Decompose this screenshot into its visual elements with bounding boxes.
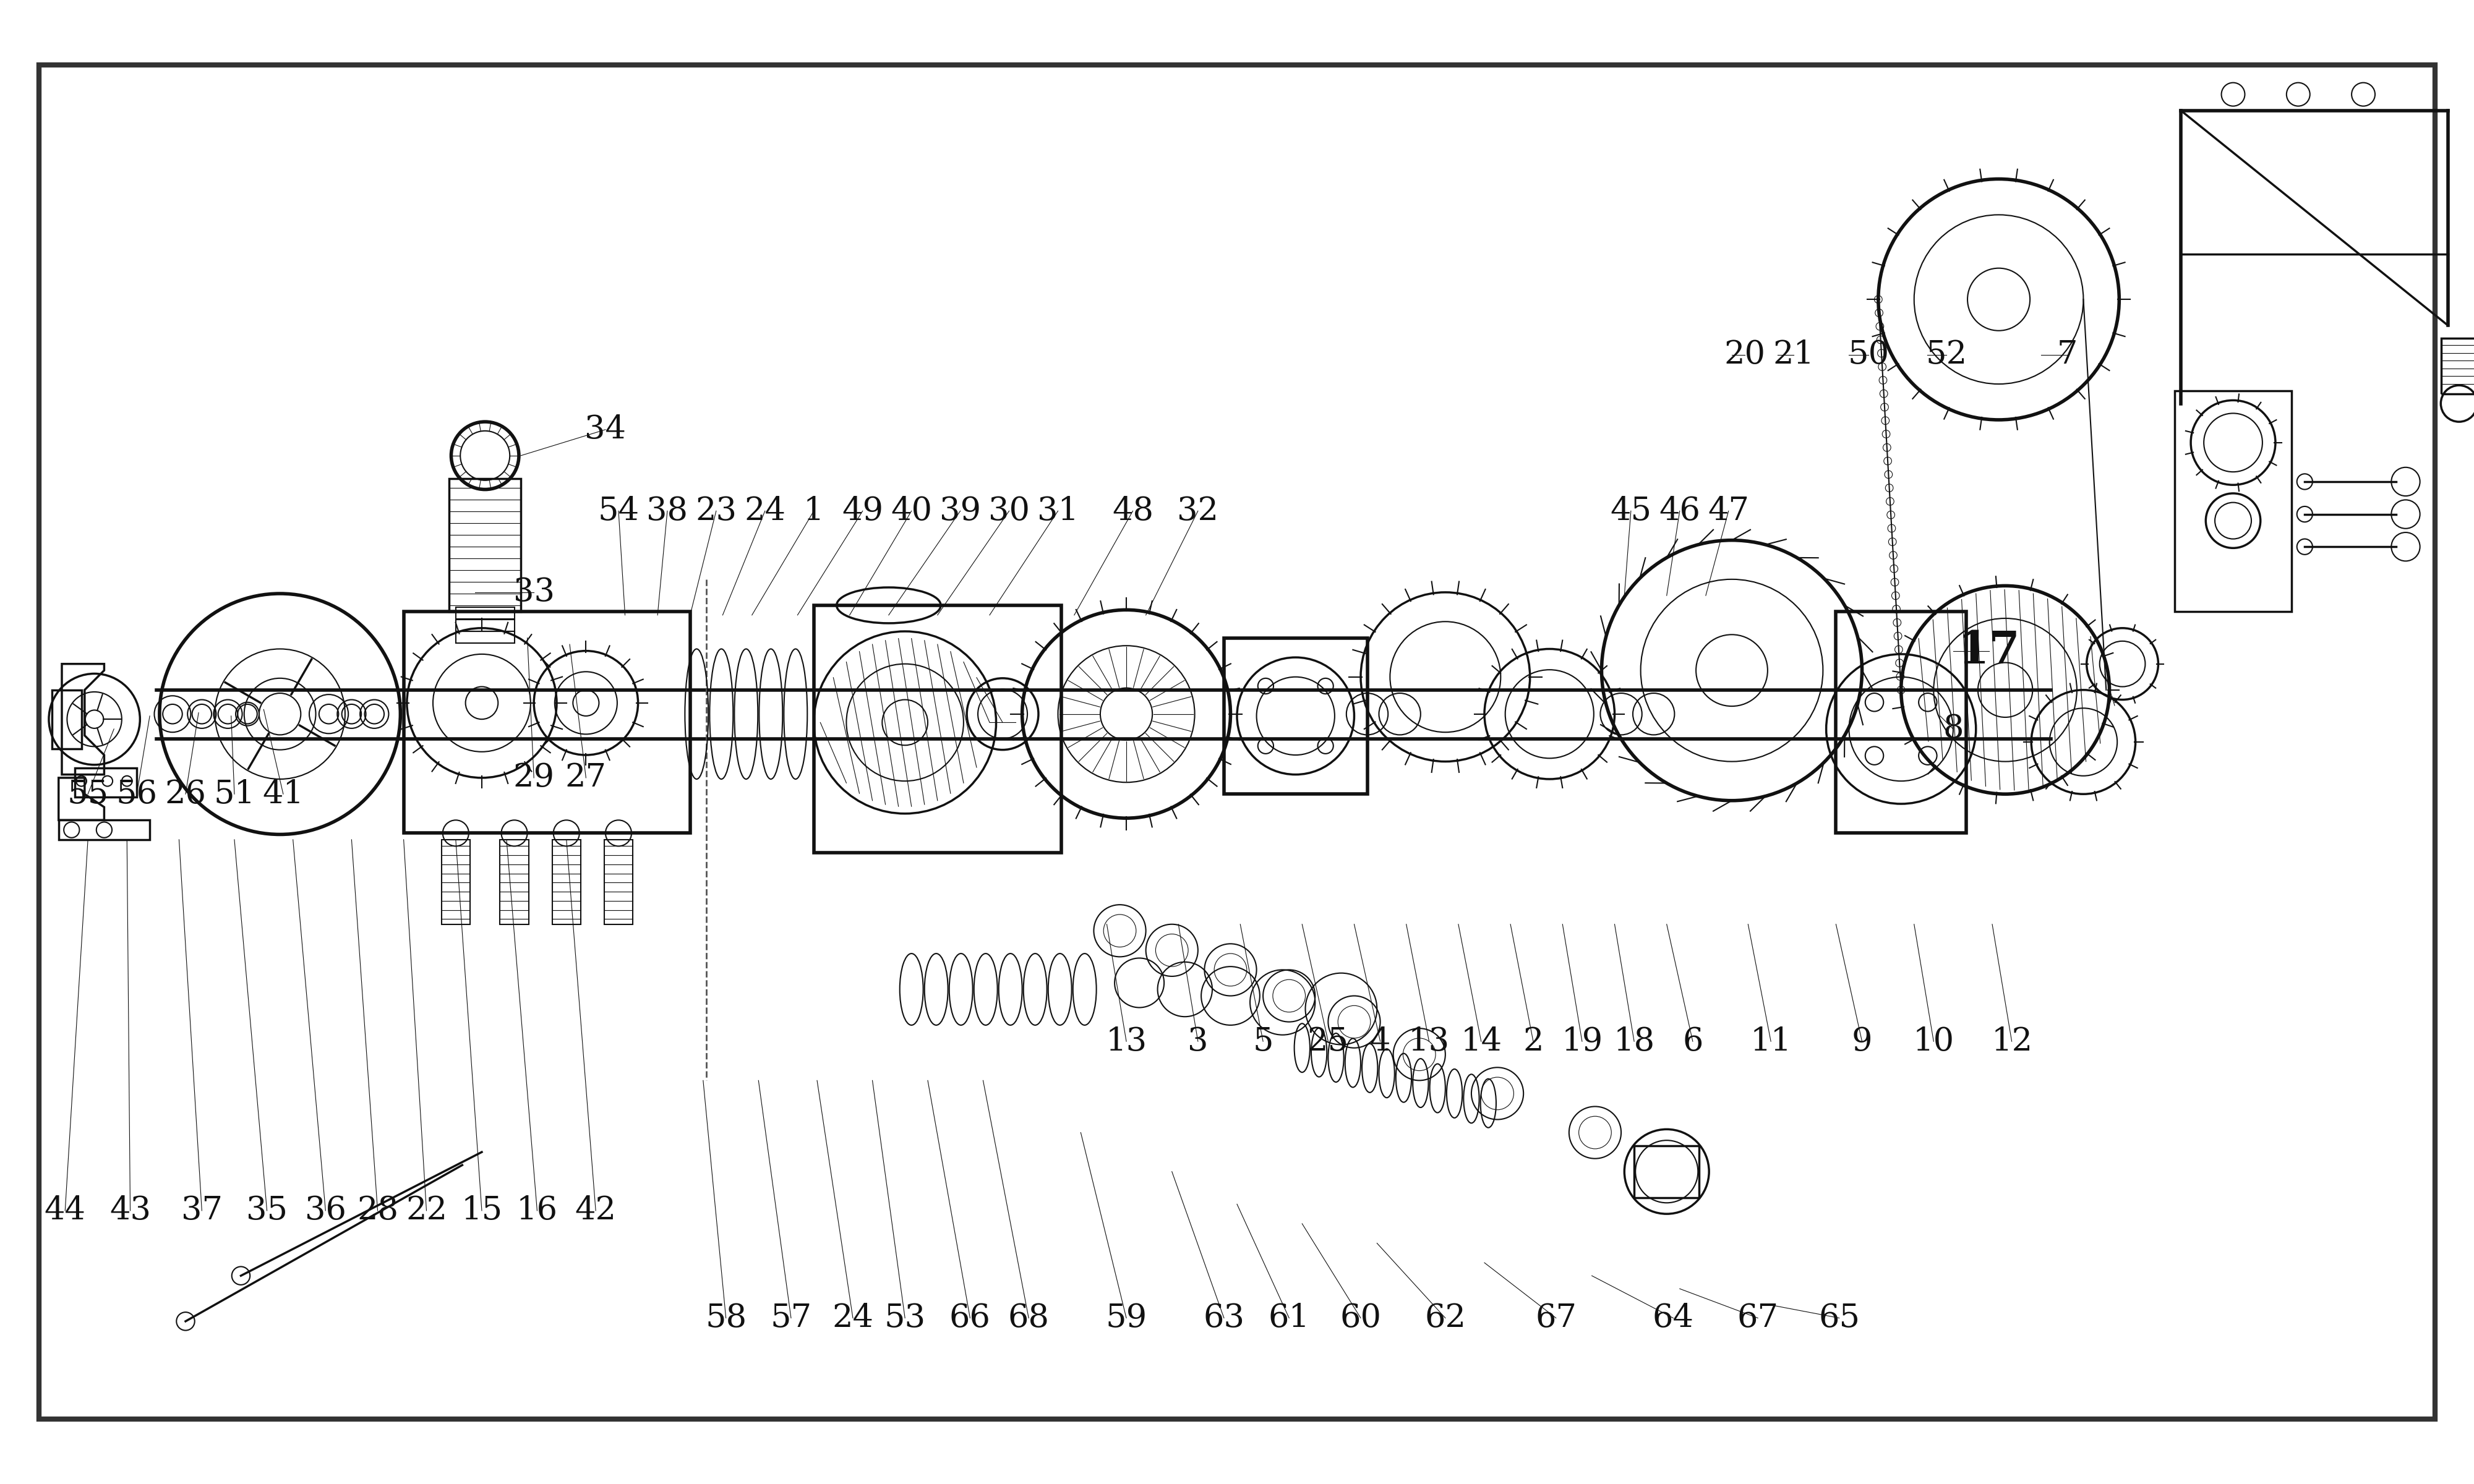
Text: 55: 55: [67, 778, 109, 810]
Bar: [1225, 638, 1368, 794]
Text: 66: 66: [950, 1303, 990, 1334]
Bar: [52, 690, 82, 748]
Text: 9: 9: [1851, 1025, 1873, 1057]
Bar: [814, 605, 1061, 853]
Text: 3: 3: [1188, 1025, 1207, 1057]
Text: 2: 2: [1524, 1025, 1544, 1057]
Text: 11: 11: [1749, 1025, 1791, 1057]
Bar: [552, 840, 581, 925]
Bar: [74, 769, 136, 797]
Text: 19: 19: [1561, 1025, 1603, 1057]
Text: 39: 39: [940, 496, 982, 527]
Text: 35: 35: [247, 1195, 287, 1226]
Text: 61: 61: [1269, 1303, 1309, 1334]
Text: 33: 33: [512, 576, 554, 608]
Bar: [440, 840, 470, 925]
Text: 50: 50: [1848, 338, 1890, 371]
Text: 23: 23: [695, 496, 737, 527]
Bar: [455, 631, 515, 643]
Text: 29: 29: [512, 761, 554, 794]
Bar: [2442, 338, 2474, 393]
Text: 12: 12: [1992, 1025, 2034, 1057]
Text: 42: 42: [574, 1195, 616, 1226]
Text: 68: 68: [1007, 1303, 1049, 1334]
Text: 32: 32: [1178, 496, 1220, 527]
Text: 25: 25: [1306, 1025, 1348, 1057]
Text: 47: 47: [1707, 496, 1749, 527]
Bar: [403, 611, 690, 833]
Text: 59: 59: [1106, 1303, 1148, 1334]
Text: 1: 1: [804, 496, 824, 527]
Text: 18: 18: [1613, 1025, 1655, 1057]
Text: 63: 63: [1202, 1303, 1244, 1334]
Text: 51: 51: [213, 778, 255, 810]
Text: 28: 28: [356, 1195, 398, 1226]
Text: 46: 46: [1660, 496, 1700, 527]
Text: 57: 57: [769, 1303, 811, 1334]
Text: 13: 13: [1408, 1025, 1450, 1057]
Text: 49: 49: [841, 496, 883, 527]
Text: 8: 8: [1942, 714, 1964, 745]
Bar: [59, 821, 151, 840]
Text: 54: 54: [599, 496, 638, 527]
Text: 21: 21: [1774, 338, 1813, 371]
Text: 10: 10: [1912, 1025, 1954, 1057]
Text: 6: 6: [1682, 1025, 1702, 1057]
Text: 60: 60: [1341, 1303, 1380, 1334]
Text: 7: 7: [2056, 338, 2078, 371]
Text: 16: 16: [517, 1195, 557, 1226]
Text: 64: 64: [1653, 1303, 1695, 1334]
Text: 65: 65: [1818, 1303, 1860, 1334]
Text: 40: 40: [891, 496, 933, 527]
Text: 26: 26: [166, 778, 205, 810]
Text: 48: 48: [1113, 496, 1153, 527]
Text: 45: 45: [1611, 496, 1653, 527]
Text: 20: 20: [1724, 338, 1766, 371]
Text: 27: 27: [564, 761, 606, 794]
Text: 44: 44: [45, 1195, 87, 1226]
Text: 31: 31: [1037, 496, 1079, 527]
Bar: [455, 607, 515, 619]
Text: 14: 14: [1460, 1025, 1502, 1057]
Text: 24: 24: [831, 1303, 873, 1334]
Text: 5: 5: [1252, 1025, 1274, 1057]
Bar: [500, 840, 529, 925]
Bar: [455, 620, 515, 631]
Text: 52: 52: [1925, 338, 1967, 371]
Text: 62: 62: [1425, 1303, 1467, 1334]
Text: 67: 67: [1737, 1303, 1779, 1334]
Text: 13: 13: [1106, 1025, 1148, 1057]
Text: 24: 24: [745, 496, 787, 527]
Text: 15: 15: [460, 1195, 502, 1226]
Text: 58: 58: [705, 1303, 747, 1334]
Text: 43: 43: [109, 1195, 151, 1226]
Text: 36: 36: [304, 1195, 346, 1226]
Text: 67: 67: [1536, 1303, 1576, 1334]
Text: 38: 38: [646, 496, 688, 527]
Text: 37: 37: [181, 1195, 223, 1226]
Text: 56: 56: [116, 778, 158, 810]
Text: 34: 34: [584, 414, 626, 445]
Bar: [1635, 1146, 1700, 1198]
Bar: [450, 478, 522, 611]
Bar: [2175, 390, 2291, 611]
Text: 41: 41: [262, 778, 304, 810]
Text: 30: 30: [990, 496, 1029, 527]
Text: 53: 53: [883, 1303, 925, 1334]
Text: 22: 22: [406, 1195, 448, 1226]
Bar: [604, 840, 633, 925]
Text: 17: 17: [1957, 629, 2021, 672]
Text: 4: 4: [1371, 1025, 1390, 1057]
Bar: [1836, 611, 1967, 833]
